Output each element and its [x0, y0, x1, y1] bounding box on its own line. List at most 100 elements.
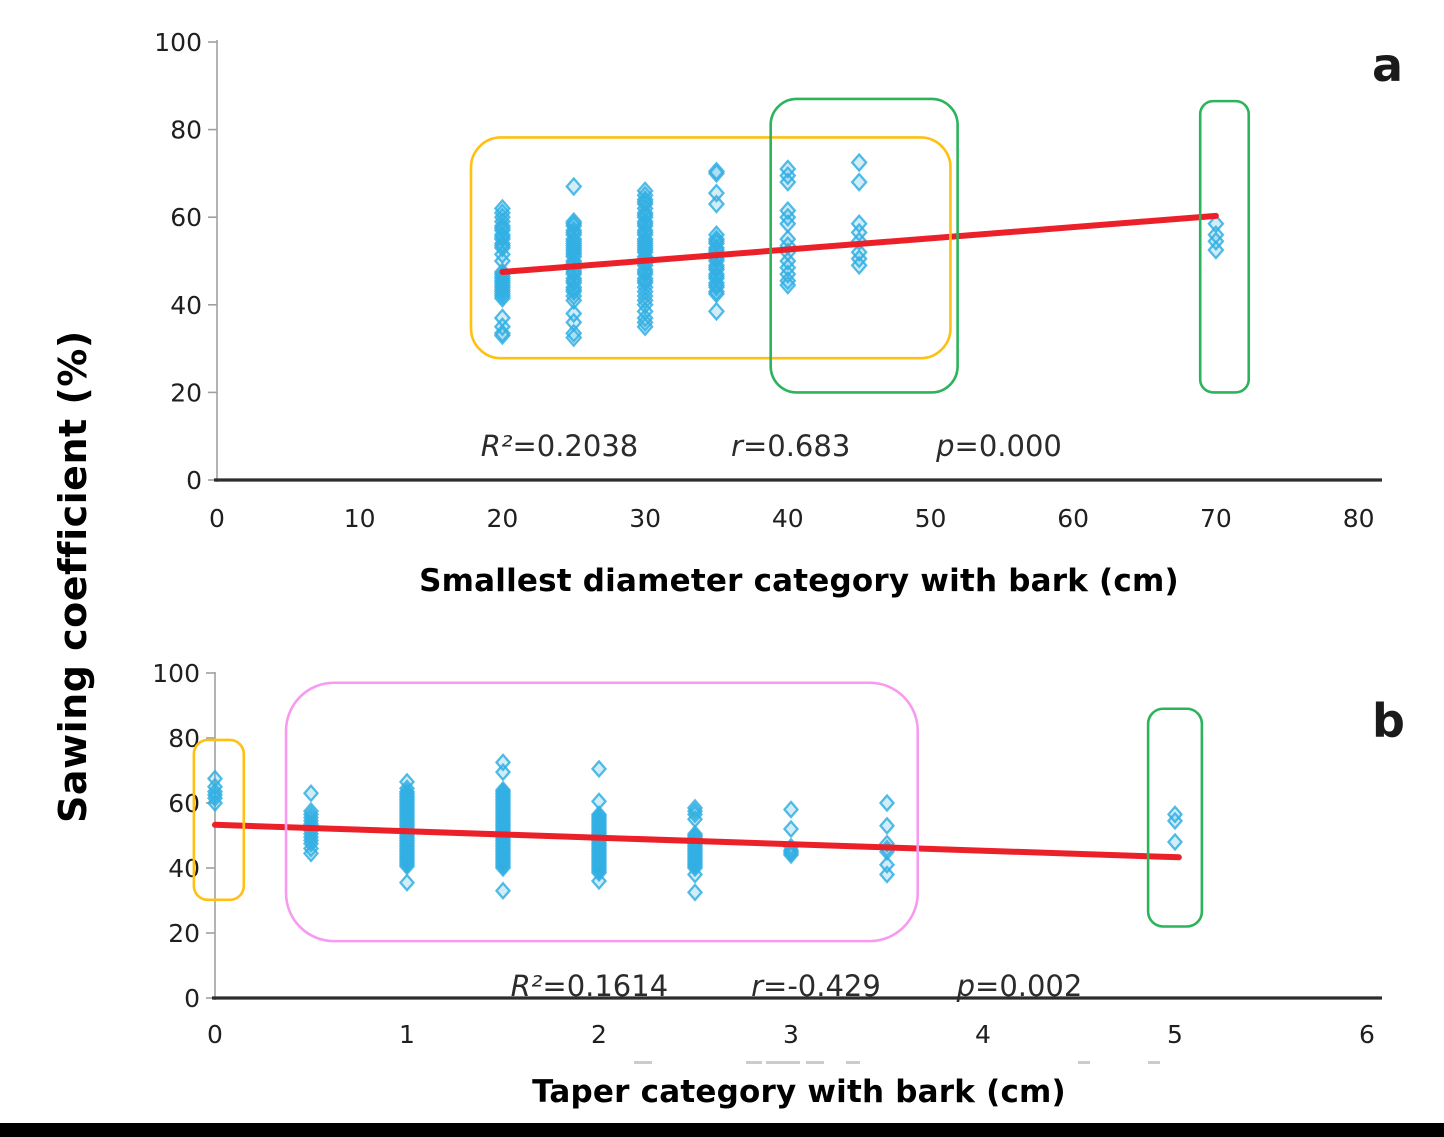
highlight-box — [192, 738, 246, 902]
highlight-box — [1198, 99, 1251, 394]
x-tick-label: 60 — [1057, 504, 1089, 533]
stats-annotation: r=-0.429 — [751, 969, 881, 1003]
erased-text-remnant — [1078, 1061, 1090, 1064]
erased-text-remnant — [634, 1061, 652, 1064]
y-tick-label: 20 — [168, 919, 200, 948]
data-point — [493, 284, 511, 304]
stats-annotation: p=0.000 — [935, 429, 1062, 463]
data-point — [494, 762, 512, 782]
data-point — [779, 172, 797, 192]
highlight-box — [469, 136, 952, 360]
data-point — [636, 316, 654, 337]
y-tick-label: 80 — [170, 116, 202, 145]
data-point — [565, 327, 583, 348]
stats-annotation: R²=0.1614 — [511, 969, 669, 1003]
data-point — [686, 865, 704, 884]
data-point — [565, 176, 583, 197]
data-point — [302, 844, 320, 863]
x-tick-label: 2 — [591, 1020, 607, 1049]
data-point — [565, 323, 583, 344]
data-point — [1166, 811, 1184, 831]
y-tick-label: 100 — [152, 659, 200, 688]
data-point — [850, 152, 868, 173]
panel-label-b: b — [1372, 694, 1405, 748]
data-point — [878, 865, 896, 884]
x-axis-title-b: Taper category with bark (cm) — [532, 1074, 1066, 1110]
data-point — [782, 800, 800, 819]
x-tick-label: 5 — [1167, 1020, 1183, 1049]
x-tick-label: 40 — [772, 504, 804, 533]
data-point — [206, 793, 224, 813]
y-axis-title: Sawing coefficient (%) — [51, 330, 95, 823]
trend-line — [212, 821, 1182, 861]
data-point — [686, 883, 704, 902]
highlight-box — [769, 97, 959, 394]
data-point — [590, 759, 608, 779]
stats-annotation: r=0.683 — [731, 429, 850, 463]
erased-text-remnant — [746, 1061, 762, 1064]
x-tick-label: 3 — [783, 1020, 799, 1049]
data-point — [878, 855, 896, 875]
data-point — [493, 288, 511, 308]
stats-annotation: p=0.002 — [956, 969, 1083, 1003]
x-tick-label: 10 — [344, 504, 376, 533]
data-point — [493, 323, 511, 344]
y-tick-label: 60 — [170, 203, 202, 232]
data-point — [494, 753, 512, 772]
data-point — [779, 275, 797, 295]
data-point — [494, 881, 512, 901]
data-point — [779, 270, 797, 291]
data-point — [707, 161, 725, 181]
data-point — [707, 163, 725, 184]
x-tick-label: 0 — [207, 1020, 223, 1049]
x-tick-label: 6 — [1359, 1020, 1375, 1049]
x-tick-label: 20 — [486, 504, 518, 533]
data-point — [850, 255, 868, 276]
data-point — [565, 290, 583, 311]
x-tick-label: 30 — [629, 504, 661, 533]
data-point — [302, 783, 320, 803]
data-point — [494, 858, 512, 878]
data-point — [636, 312, 654, 333]
y-tick-label: 0 — [186, 466, 202, 495]
x-tick-label: 70 — [1200, 504, 1232, 533]
x-tick-label: 1 — [399, 1020, 415, 1049]
y-tick-label: 60 — [168, 789, 200, 818]
y-tick-label: 0 — [184, 984, 200, 1013]
data-point — [707, 183, 725, 203]
data-point — [850, 172, 868, 192]
data-point — [493, 286, 511, 306]
erased-text-remnant — [846, 1061, 860, 1064]
data-point — [782, 845, 800, 865]
data-point — [707, 194, 725, 214]
data-point — [206, 788, 224, 808]
data-point — [878, 816, 896, 836]
erased-text-remnant — [806, 1061, 824, 1064]
x-tick-label: 4 — [975, 1020, 991, 1049]
data-point — [1166, 832, 1184, 852]
chart-panel-a: 0 20 40 60 80 100 0 10 20 30 40 50 60 70 80 R²=0.2038 r=… — [154, 28, 1382, 533]
data-point — [302, 839, 320, 858]
x-tick-label: 80 — [1343, 504, 1375, 533]
data-point — [686, 805, 704, 824]
data-point — [782, 819, 800, 839]
data-point — [398, 873, 416, 892]
y-tick-label: 40 — [170, 291, 202, 320]
y-tick-label: 100 — [154, 28, 202, 57]
data-point — [707, 301, 725, 322]
data-point — [878, 793, 896, 813]
erased-text-remnant — [1148, 1061, 1160, 1064]
data-point — [302, 834, 320, 853]
trend-line — [499, 212, 1219, 275]
highlight-box — [1146, 707, 1204, 928]
y-tick-label: 20 — [170, 378, 202, 407]
data-point — [707, 281, 725, 302]
highlight-box — [284, 681, 920, 943]
bottom-black-bar — [0, 1123, 1444, 1137]
x-axis-title-a: Smallest diameter category with bark (cm… — [419, 563, 1179, 599]
x-tick-label: 50 — [915, 504, 947, 533]
y-tick-label: 40 — [168, 854, 200, 883]
